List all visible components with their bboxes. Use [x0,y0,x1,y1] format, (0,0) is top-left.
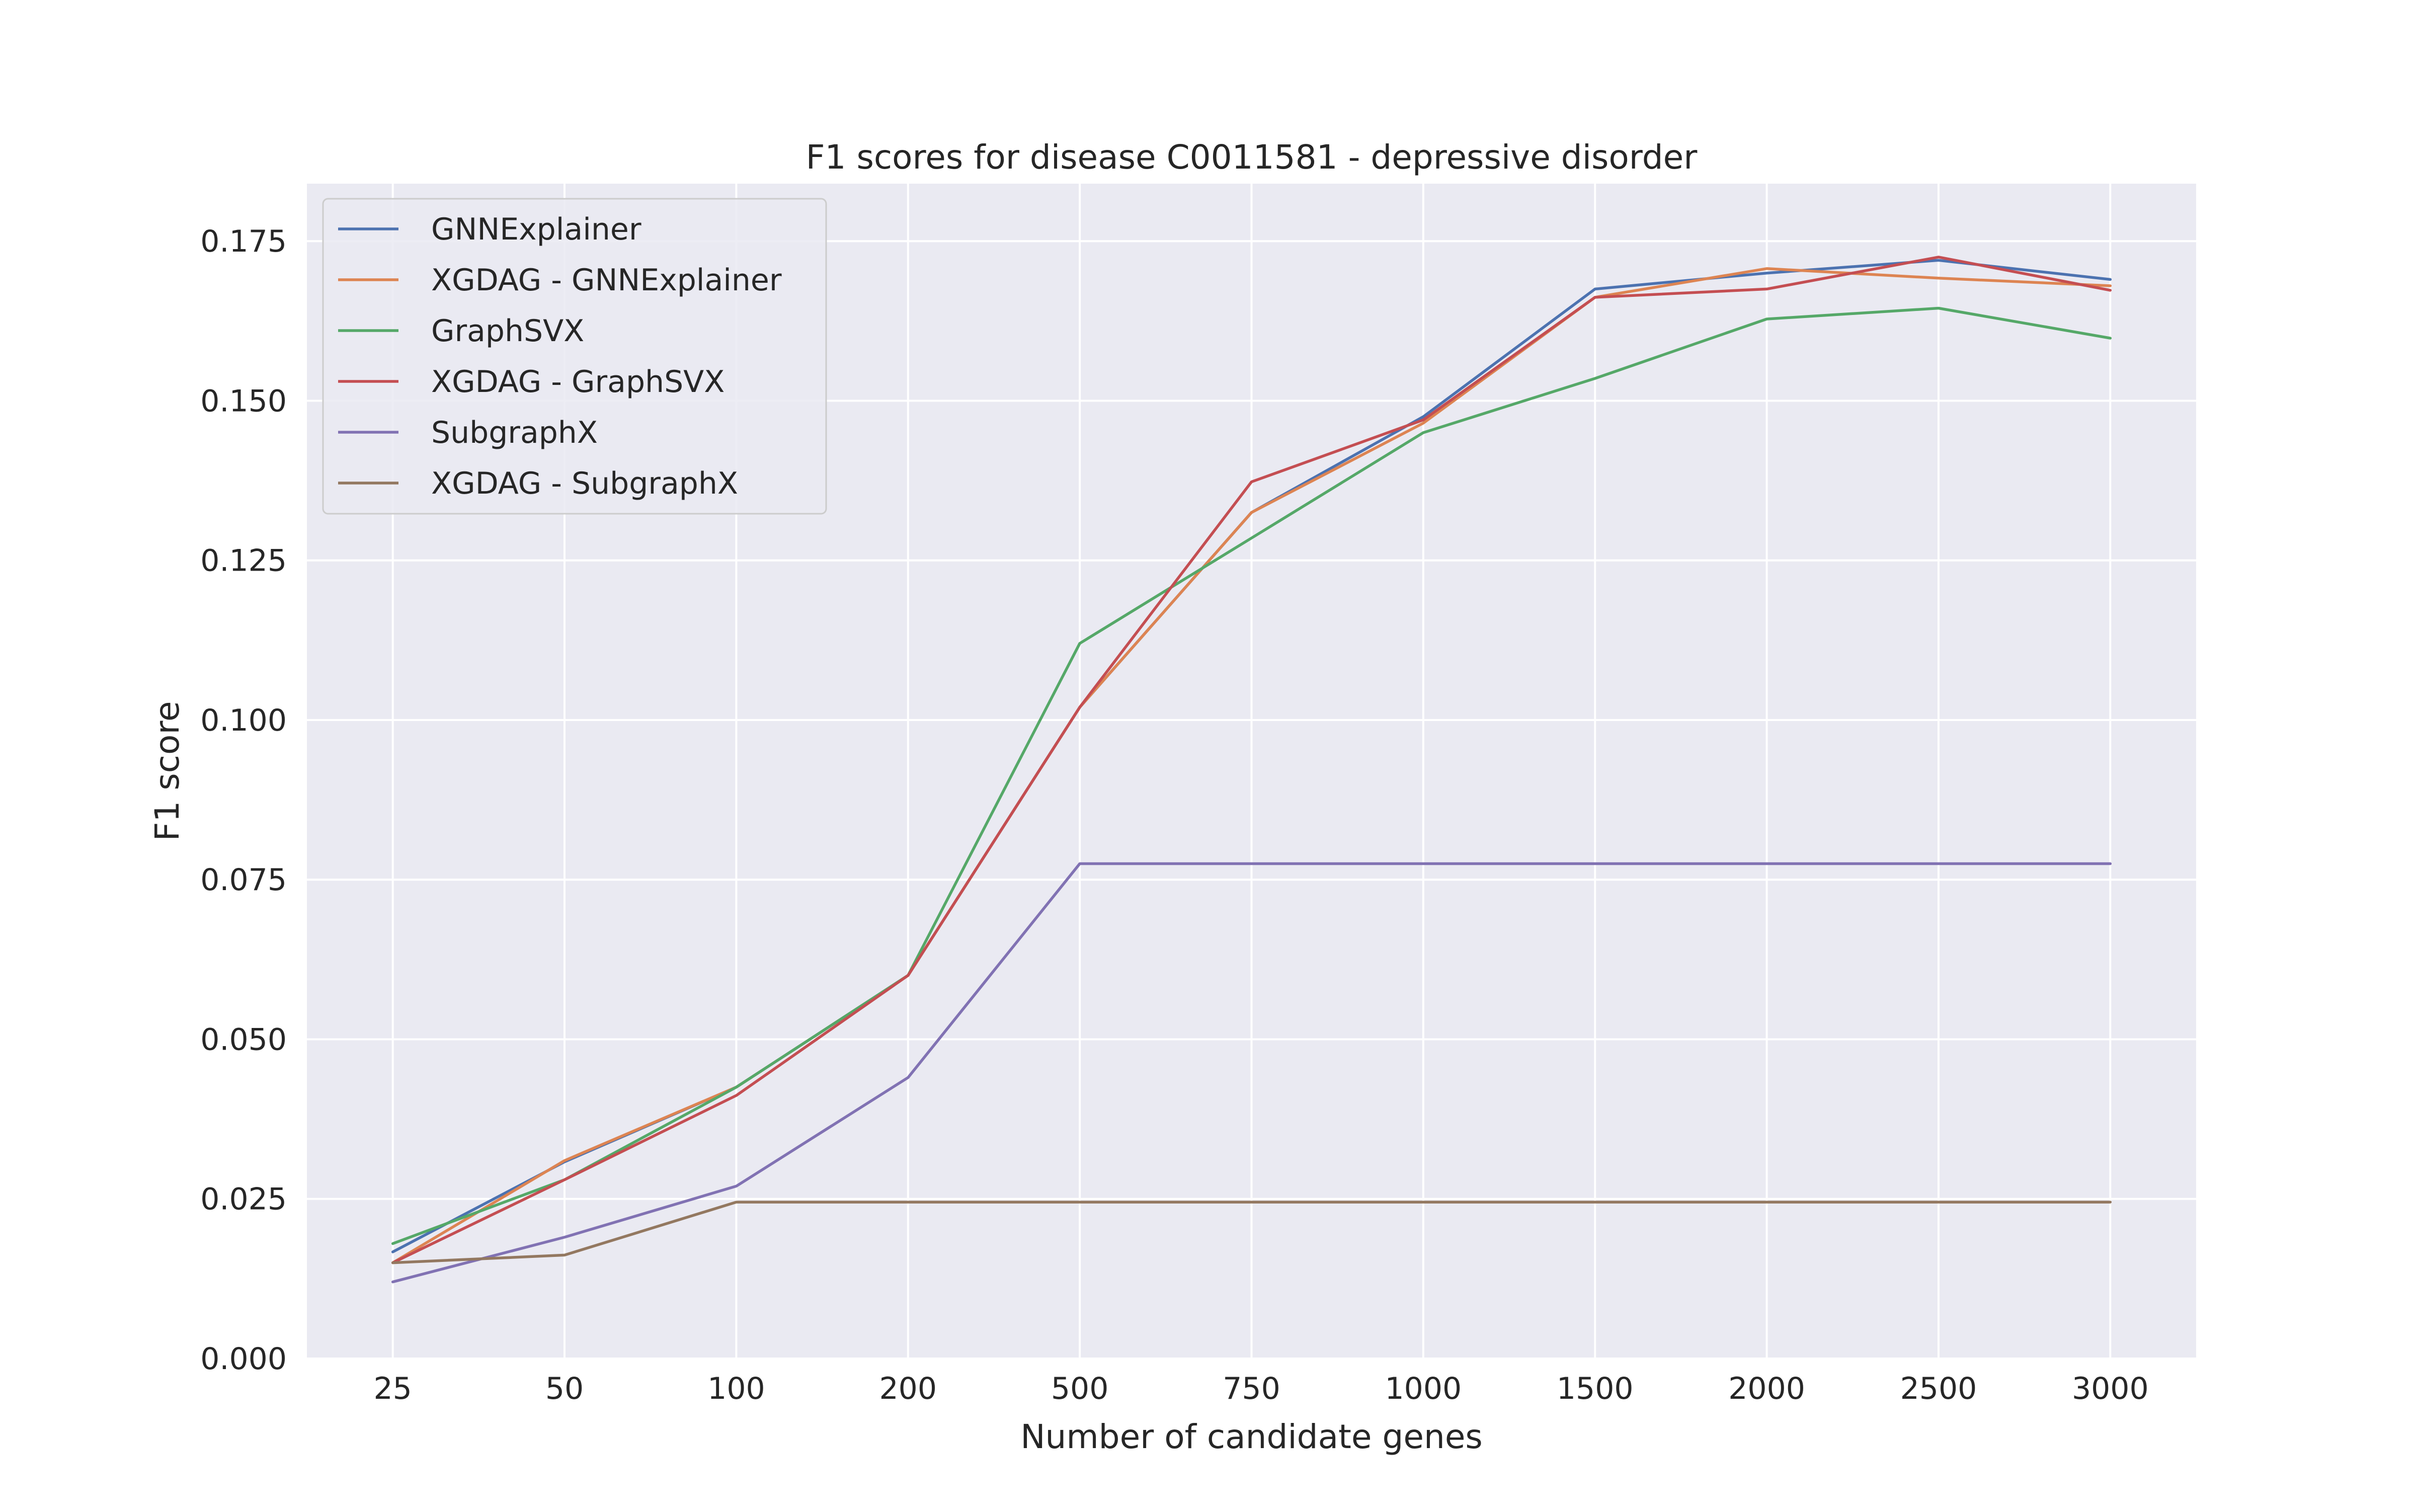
grid [307,184,2196,1360]
series-line-xgdag-subgraphx [391,1201,2112,1264]
legend: GNNExplainer XGDAG - GNNExplainer GraphSVX… [322,198,827,515]
legend-entry: XGDAG - GNNExplainer [431,263,782,298]
y-tick-label: 0.000 [200,1341,287,1377]
x-tick-label: 750 [1223,1371,1280,1406]
series-lines [391,256,2112,1284]
chart-title: F1 scores for disease C0011581 - depress… [806,138,1698,177]
y-tick-label: 0.025 [200,1182,287,1217]
x-tick-label: 50 [545,1371,584,1406]
legend-frame [322,198,827,515]
x-tick-label: 2500 [1900,1371,1977,1406]
legend-entry: XGDAG - SubgraphX [431,466,738,501]
x-tick-label: 25 [374,1371,412,1406]
y-tick-label: 0.125 [200,543,287,579]
legend-entry: SubgraphX [431,415,598,450]
legend-entry: XGDAG - GraphSVX [431,364,725,400]
y-tick-label: 0.175 [200,224,287,259]
x-axis-label: Number of candidate genes [1020,1417,1483,1456]
series-line-xgdag-graphsvx [391,256,2112,1264]
y-tick-label: 0.150 [200,383,287,419]
y-tick-label: 0.075 [200,862,287,898]
legend-entry: GraphSVX [431,313,584,349]
series-line-subgraphx [391,862,2112,1284]
x-tick-label: 3000 [2072,1371,2149,1406]
y-tick-label: 0.100 [200,703,287,738]
series-line-graphsvx [391,306,2112,1245]
y-tick-label: 0.050 [200,1022,287,1057]
x-tick-label: 1500 [1557,1371,1634,1406]
x-tick-label: 2000 [1728,1371,1805,1406]
x-tick-label: 500 [1051,1371,1109,1406]
x-tick-label: 1000 [1385,1371,1462,1406]
x-tick-label: 100 [707,1371,765,1406]
y-axis-label: F1 score [148,701,187,841]
tick-labels: 0.000 0.025 0.050 0.075 0.100 0.125 0.150 0.175… [200,224,2148,1406]
legend-entry: GNNExplainer [431,212,641,247]
x-tick-label: 200 [879,1371,937,1406]
series-line-xgdag-gnnexplainer [391,267,2112,1264]
